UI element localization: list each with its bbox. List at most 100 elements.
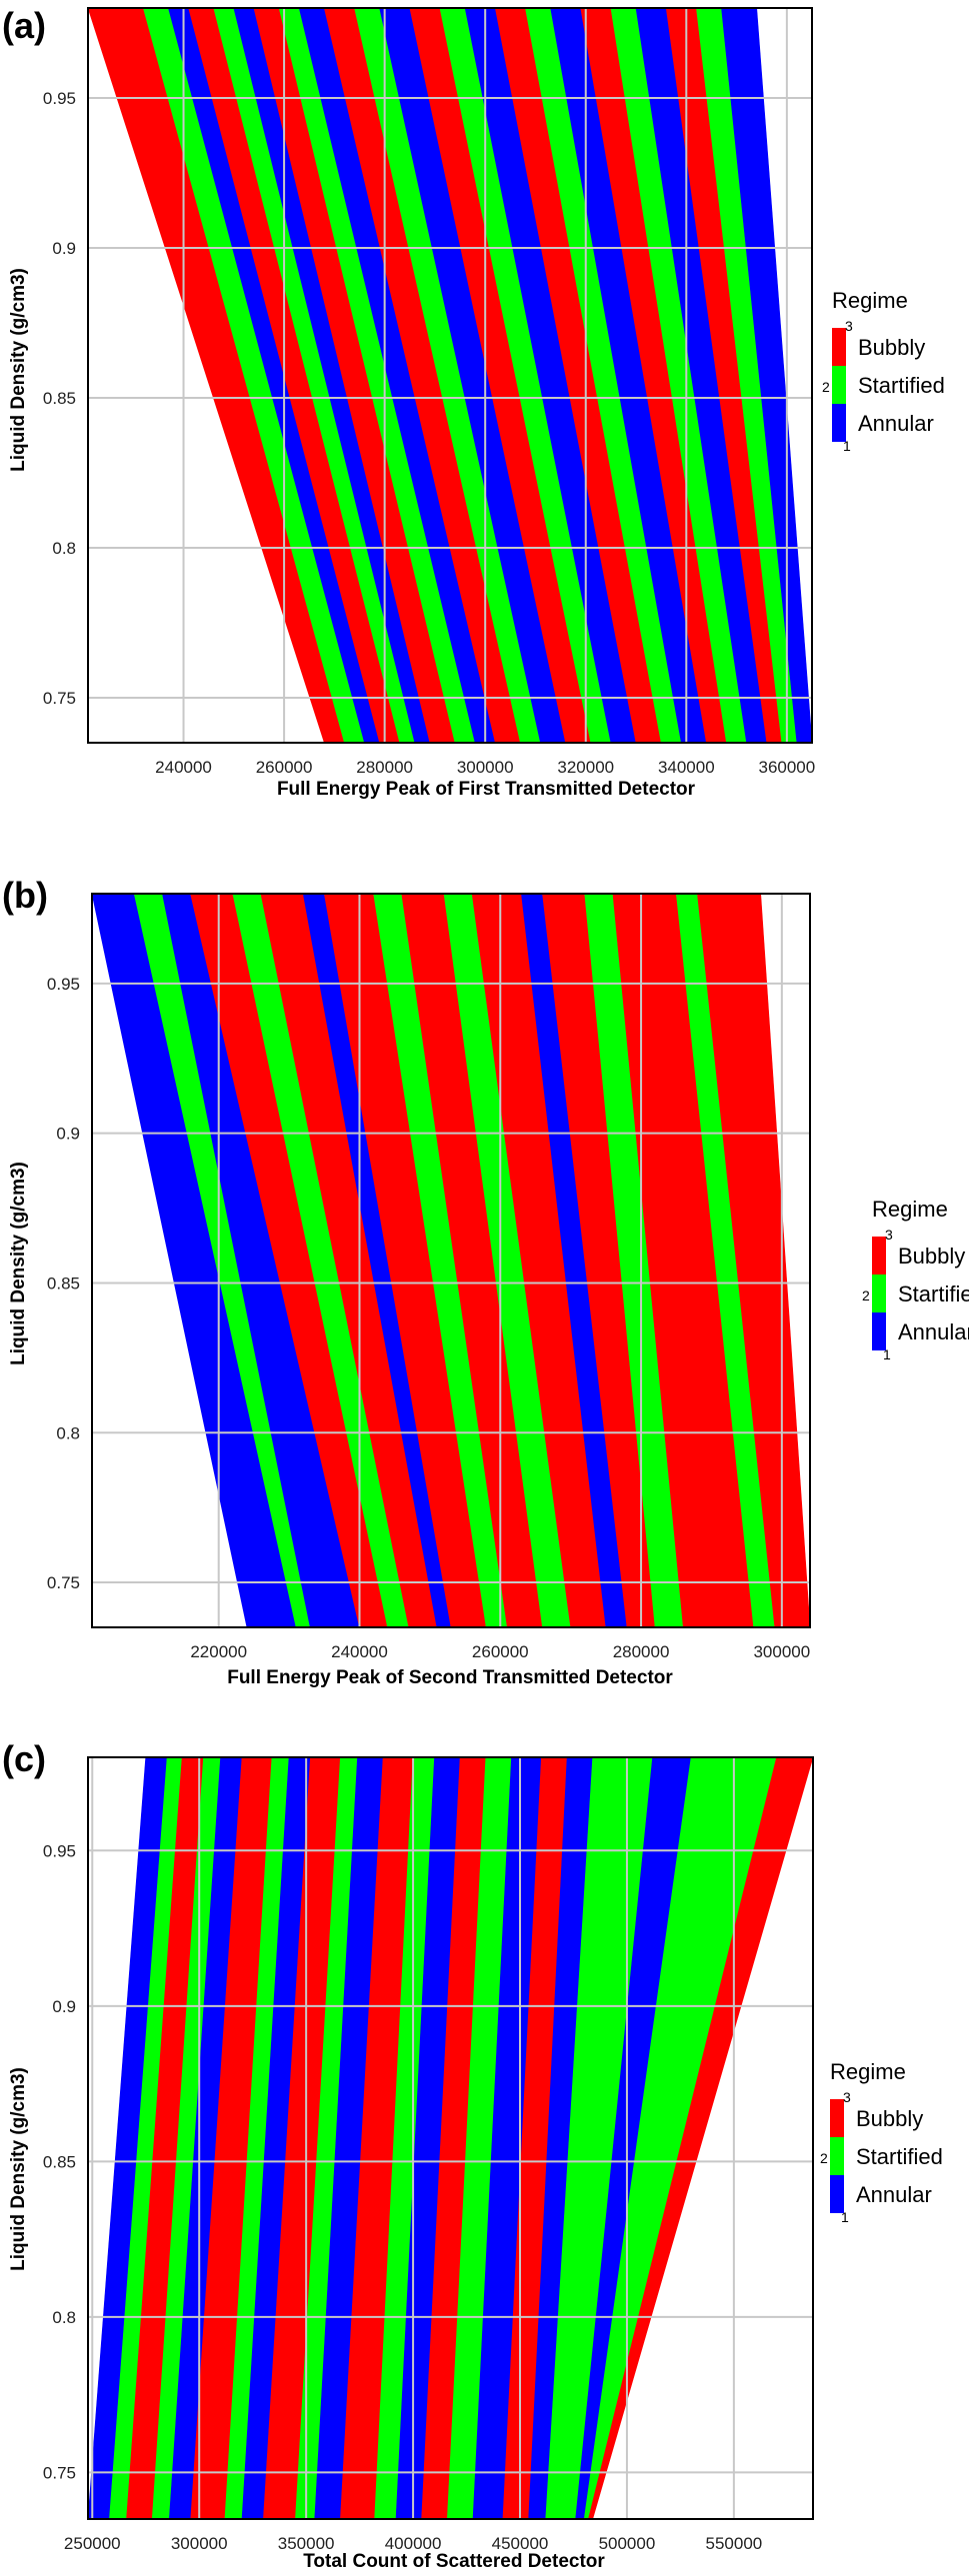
legend-value-3: 3 <box>843 2089 851 2105</box>
regime-band-annular <box>472 1757 542 2519</box>
regime-band-startified <box>354 8 541 743</box>
legend-title: Regime <box>872 1197 948 1222</box>
regime-band-bubbly <box>253 8 456 743</box>
legend-label-annular: Annular <box>898 1319 969 1344</box>
regime-band-bubbly <box>665 8 783 743</box>
regime-bands <box>88 1757 813 2519</box>
regime-band-annular <box>635 8 768 743</box>
regime-band-annular <box>379 8 566 743</box>
x-tick-label: 340000 <box>658 758 715 777</box>
regime-band-bubbly <box>494 8 662 743</box>
legend-swatch-annular <box>872 1312 886 1350</box>
regime-band-startified <box>696 8 798 743</box>
y-tick-label: 0.8 <box>52 2308 76 2327</box>
regime-band-startified <box>295 1757 358 2519</box>
regime-band-startified <box>446 1757 512 2519</box>
panel-label: (c) <box>2 1738 46 1779</box>
legend-value-1: 1 <box>841 2209 849 2225</box>
regime-band-startified <box>278 8 476 743</box>
x-tick-label: 360000 <box>758 758 815 777</box>
regime-band-startified <box>610 8 747 743</box>
panel-label: (b) <box>2 875 48 916</box>
legend-label-bubbly: Bubbly <box>856 2106 923 2131</box>
regime-band-annular <box>464 8 637 743</box>
regime-band-bubbly <box>190 1757 273 2519</box>
legend-value-3: 3 <box>845 318 853 334</box>
regime-band-startified <box>525 8 682 743</box>
y-tick-label: 0.75 <box>43 689 76 708</box>
regime-band-startified <box>151 1757 221 2519</box>
regime-band-annular <box>162 894 360 1627</box>
plot-area: 240000 260000 280000 300000 320000 340000 3600… <box>43 7 815 777</box>
regime-band-bubbly <box>188 8 401 743</box>
legend-value-2: 2 <box>862 1288 870 1303</box>
legend-swatch-startified <box>830 2137 844 2175</box>
regime-band-startified <box>142 8 365 743</box>
gridlines <box>92 894 810 1627</box>
regime-band-annular <box>721 8 812 743</box>
panel-c: (c) 250000 300000 350000 400000 450000 500000… <box>0 1719 969 2576</box>
x-tick-label: 300000 <box>171 2534 228 2553</box>
x-axis-label: Total Count of Scattered Detector <box>303 2551 605 2572</box>
regime-band-startified <box>583 1757 777 2519</box>
y-tick-label: 0.8 <box>56 1423 80 1442</box>
regime-band-bubbly <box>340 1757 414 2519</box>
legend-title: Regime <box>830 2059 906 2084</box>
regime-band-annular <box>92 894 297 1627</box>
regime-band-bubbly <box>88 8 345 743</box>
legend: Regime 3 2 1 Bubbly Startified Annular <box>862 1197 969 1362</box>
regime-map-a: (a) 240000 260000 280000 300000 320000 340000… <box>2 5 945 800</box>
legend-swatch-annular <box>830 2175 844 2213</box>
regime-band-annular <box>528 1757 594 2519</box>
y-axis-label: Liquid Density (g/cm3) <box>8 1162 29 1365</box>
x-tick-label: 250000 <box>64 2534 121 2553</box>
regime-band-bubbly <box>542 894 656 1627</box>
x-tick-label: 400000 <box>385 2534 442 2553</box>
regime-band-bubbly <box>401 894 543 1627</box>
plot-frame <box>91 893 811 1628</box>
x-tick-label: 260000 <box>472 1642 529 1661</box>
regime-bands <box>88 8 812 743</box>
regime-band-bubbly <box>588 1757 813 2519</box>
legend-swatch-startified <box>872 1275 886 1312</box>
regime-band-annular <box>298 8 496 743</box>
regime-band-bubbly <box>612 894 755 1627</box>
y-tick-label: 0.85 <box>47 1274 80 1292</box>
tick-labels: 220000 240000 260000 280000 300000 0.75 0.8 0.8… <box>47 975 810 1661</box>
panel-b: (b) 220000 240000 260000 280000 300000 0.75 0.… <box>0 860 969 1719</box>
regime-band-bubbly <box>421 1757 487 2519</box>
x-tick-label: 350000 <box>278 2534 335 2553</box>
regime-band-annular <box>88 1757 168 2519</box>
gridlines <box>88 1757 813 2519</box>
x-tick-label: 280000 <box>356 758 413 777</box>
plot-area: 250000 300000 350000 400000 450000 500000 5500… <box>43 1756 814 2553</box>
regime-band-bubbly <box>126 1757 204 2519</box>
tick-labels: 250000 300000 350000 400000 450000 500000 5500… <box>43 1841 762 2553</box>
regime-band-startified <box>439 8 612 743</box>
panel-a: (a) 240000 260000 280000 300000 320000 340000… <box>0 0 969 810</box>
legend-label-bubbly: Bubbly <box>898 1244 965 1269</box>
regime-band-startified <box>443 894 572 1627</box>
regime-map-b: (b) 220000 240000 260000 280000 300000 0.75 0.… <box>2 875 969 1688</box>
x-tick-label: 300000 <box>753 1642 810 1661</box>
legend-swatch-bubbly <box>872 1237 886 1275</box>
y-tick-label: 0.9 <box>52 1997 76 2016</box>
regime-band-startified <box>109 1757 183 2519</box>
regime-band-bubbly <box>190 894 388 1627</box>
legend-title: Regime <box>832 288 908 313</box>
regime-band-bubbly <box>323 8 521 743</box>
regime-band-bubbly <box>580 8 727 743</box>
legend-swatch-bubbly <box>832 328 846 366</box>
x-tick-label: 500000 <box>599 2534 656 2553</box>
regime-band-annular <box>168 1757 243 2519</box>
legend-value-2: 2 <box>822 379 830 395</box>
legend-value-1: 1 <box>843 438 851 454</box>
y-tick-label: 0.75 <box>43 2463 76 2482</box>
regime-band-bubbly <box>263 1757 341 2519</box>
x-tick-label: 320000 <box>557 758 614 777</box>
y-tick-label: 0.9 <box>56 1125 80 1144</box>
regime-band-annular <box>314 1757 384 2519</box>
legend-swatch-annular <box>832 404 846 442</box>
legend-swatch-startified <box>832 366 846 404</box>
regime-band-bubbly <box>409 8 592 743</box>
